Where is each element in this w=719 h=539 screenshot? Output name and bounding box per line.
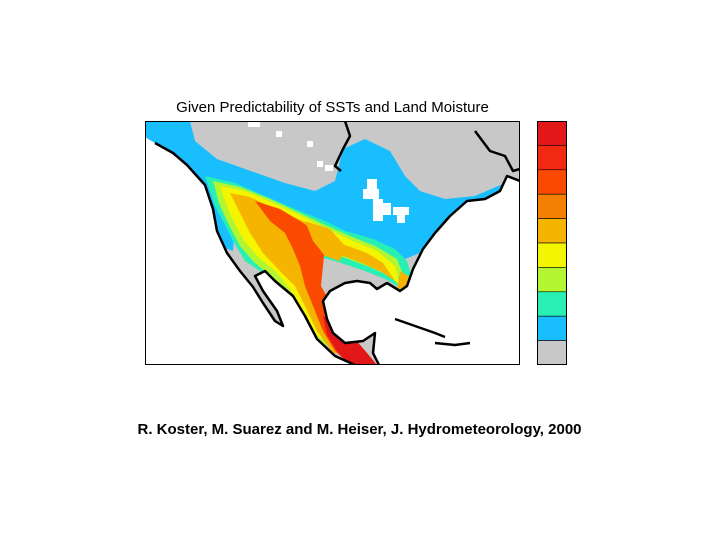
map-title: Given Predictability of SSTs and Land Mo…: [176, 99, 489, 116]
legend-swatch: [537, 340, 567, 365]
color-legend: [537, 121, 567, 365]
missing-data: [248, 121, 409, 223]
legend-swatch: [537, 193, 567, 219]
legend-swatch: [537, 218, 567, 244]
credit-citation: R. Koster, M. Suarez and M. Heiser, J. H…: [137, 421, 582, 438]
map-panel: [145, 121, 520, 365]
legend-swatch: [537, 169, 567, 195]
legend-swatch: [537, 242, 567, 268]
legend-swatch: [537, 267, 567, 293]
legend-swatch: [537, 291, 567, 317]
legend-swatch: [537, 121, 567, 146]
coastline: [154, 121, 520, 365]
map-border: [145, 121, 520, 365]
field-orange-patch: [305, 221, 345, 261]
legend-swatch: [537, 315, 567, 341]
field-cyan: [145, 121, 520, 261]
legend-swatch: [537, 145, 567, 171]
